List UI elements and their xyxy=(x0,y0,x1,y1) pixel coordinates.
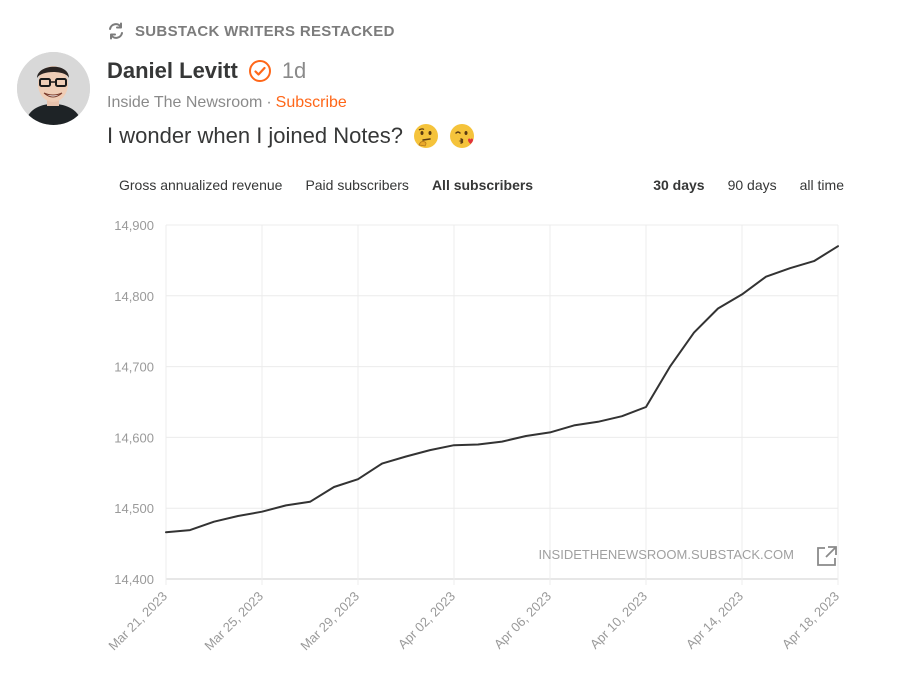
data-point[interactable] xyxy=(570,421,578,429)
y-tick-label: 14,800 xyxy=(114,289,154,304)
post-text: I wonder when I joined Notes? xyxy=(107,123,403,148)
restack-icon xyxy=(109,22,123,40)
tab-90-days[interactable]: 90 days xyxy=(727,177,777,193)
tab-all-time[interactable]: all time xyxy=(799,177,844,193)
chart-metric-tabs: Gross annualized revenue Paid subscriber… xyxy=(119,177,533,193)
restack-label: SUBSTACK WRITERS RESTACKED xyxy=(135,22,395,40)
data-point[interactable] xyxy=(426,446,434,454)
tab-all-subscribers[interactable]: All subscribers xyxy=(431,177,534,193)
x-tick-label: Mar 29, 2023 xyxy=(297,589,362,654)
chart-range-tabs: 30 days 90 days all time xyxy=(653,177,844,193)
verified-check-icon xyxy=(248,60,271,82)
avatar[interactable] xyxy=(17,52,90,125)
x-tick-label: Apr 18, 2023 xyxy=(779,589,842,652)
data-point[interactable] xyxy=(258,508,266,516)
chart-grid xyxy=(165,224,839,585)
publication-name[interactable]: Inside The Newsroom xyxy=(107,94,263,111)
series-line xyxy=(165,245,839,534)
x-tick-label: Apr 02, 2023 xyxy=(395,589,458,652)
data-point[interactable] xyxy=(186,526,194,534)
data-point[interactable] xyxy=(210,518,218,526)
data-point[interactable] xyxy=(786,264,794,272)
data-point[interactable] xyxy=(834,242,842,250)
data-point[interactable] xyxy=(594,418,602,426)
restack-header: SUBSTACK WRITERS RESTACKED xyxy=(107,22,395,40)
post-timestamp[interactable]: 1d xyxy=(281,58,307,83)
x-tick-label: Mar 21, 2023 xyxy=(105,589,170,654)
data-point[interactable] xyxy=(690,329,698,337)
thinking-face-emoji xyxy=(413,124,438,148)
chart-watermark: INSIDETHENEWSROOM.SUBSTACK.COM xyxy=(539,547,794,562)
x-tick-label: Apr 06, 2023 xyxy=(491,589,554,652)
data-point[interactable] xyxy=(762,273,770,281)
publication-line: Inside The Newsroom · Subscribe xyxy=(107,94,347,112)
data-point[interactable] xyxy=(378,460,386,468)
y-tick-label: 14,600 xyxy=(114,430,154,445)
separator: · xyxy=(266,94,272,111)
y-tick-label: 14,900 xyxy=(114,218,154,233)
data-point[interactable] xyxy=(402,453,410,461)
external-link-icon[interactable] xyxy=(817,546,837,566)
tab-gross-annualized-revenue[interactable]: Gross annualized revenue xyxy=(119,177,283,193)
data-point[interactable] xyxy=(522,432,530,440)
data-point[interactable] xyxy=(618,412,626,420)
subscribe-link[interactable]: Subscribe xyxy=(275,94,347,111)
data-point[interactable] xyxy=(306,498,314,506)
byline: Daniel Levitt 1d xyxy=(107,58,306,84)
data-point[interactable] xyxy=(546,428,554,436)
data-point[interactable] xyxy=(234,512,242,520)
y-tick-label: 14,700 xyxy=(114,360,154,375)
subscribers-chart: 14,400 14,500 14,600 14,700 14,800 14,900 Mar… xyxy=(105,218,842,654)
x-tick-label: Apr 10, 2023 xyxy=(587,589,650,652)
tab-30-days[interactable]: 30 days xyxy=(653,177,705,193)
data-point[interactable] xyxy=(450,441,458,449)
series-points xyxy=(162,242,842,536)
x-axis: Mar 21, 2023 Mar 25, 2023 Mar 29, 2023 Apr … xyxy=(105,589,842,654)
data-point[interactable] xyxy=(666,363,674,371)
post-body: I wonder when I joined Notes? xyxy=(107,123,475,149)
data-point[interactable] xyxy=(162,528,170,536)
data-point[interactable] xyxy=(330,483,338,491)
data-point[interactable] xyxy=(498,438,506,446)
data-point[interactable] xyxy=(642,403,650,411)
y-tick-label: 14,400 xyxy=(114,572,154,587)
y-tick-label: 14,500 xyxy=(114,501,154,516)
data-point[interactable] xyxy=(474,440,482,448)
data-point[interactable] xyxy=(738,290,746,298)
x-tick-label: Mar 25, 2023 xyxy=(201,589,266,654)
data-point[interactable] xyxy=(810,257,818,265)
author-name[interactable]: Daniel Levitt xyxy=(107,58,238,83)
data-point[interactable] xyxy=(282,501,290,509)
kissing-wink-emoji xyxy=(449,124,474,148)
y-axis: 14,400 14,500 14,600 14,700 14,800 14,900 xyxy=(114,218,154,587)
data-point[interactable] xyxy=(354,475,362,483)
tab-paid-subscribers[interactable]: Paid subscribers xyxy=(305,177,409,193)
x-tick-label: Apr 14, 2023 xyxy=(683,589,746,652)
data-point[interactable] xyxy=(714,305,722,313)
